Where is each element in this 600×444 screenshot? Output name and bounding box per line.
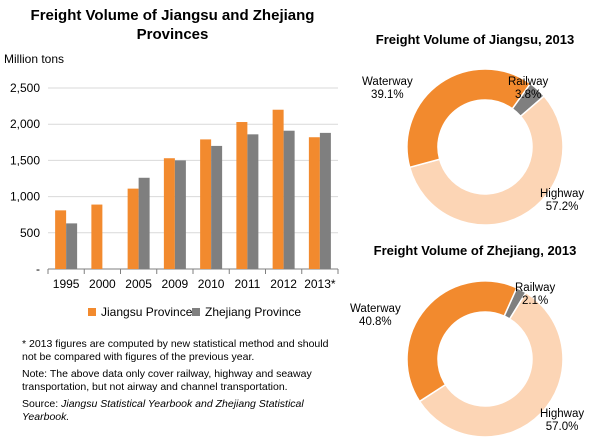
bar-zhejiang (247, 134, 259, 269)
bar-jiangsu (127, 188, 139, 269)
pie-jiangsu-highway-label: Highway 57.2% (540, 188, 584, 214)
y-tick-label: - (36, 262, 40, 276)
x-tick-label: 1995 (53, 277, 80, 291)
pie-jiangsu-waterway-pct: 39.1% (371, 89, 404, 101)
source-label: Source: (22, 398, 62, 410)
y-tick-label: 1,000 (10, 190, 40, 204)
y-tick-label: 1,500 (10, 153, 40, 167)
legend-swatch-jiangsu (88, 308, 96, 316)
pie-zhejiang-waterway-name: Waterway (350, 303, 401, 315)
bar-chart-title: Freight Volume of Jiangsu and Zhejiang P… (30, 7, 315, 43)
legend-item-zhejiang: Zhejiang Province (192, 305, 301, 319)
x-tick-label: 2000 (89, 277, 116, 291)
bar-jiangsu (236, 122, 248, 269)
bar-jiangsu (55, 210, 67, 269)
footnotes: * 2013 figures are computed by new stati… (22, 338, 342, 428)
bar-jiangsu (308, 137, 320, 269)
pie-zhejiang-highway-label: Highway 57.0% (540, 408, 584, 434)
y-axis-unit-label: Million tons (4, 52, 65, 66)
bar-jiangsu (272, 109, 284, 269)
pie-zhejiang-railway-label: Railway 2.1% (515, 282, 555, 308)
x-tick-label: 2010 (198, 277, 225, 291)
legend-label-jiangsu: Jiangsu Province (101, 305, 193, 319)
legend-item-jiangsu: Jiangsu Province (88, 305, 192, 319)
pie-jiangsu-highway-name: Highway (540, 188, 585, 200)
pie-jiangsu-waterway-name: Waterway (362, 76, 413, 88)
x-tick-label: 2009 (162, 277, 189, 291)
footnote-2013: * 2013 figures are computed by new stati… (22, 338, 329, 363)
pie-jiangsu-highway-pct: 57.2% (545, 201, 579, 213)
legend-swatch-zhejiang (192, 308, 200, 316)
y-tick-label: 2,000 (10, 117, 40, 131)
bar-zhejiang (174, 160, 186, 269)
pie-zhejiang (406, 280, 564, 438)
pie-jiangsu-slice-highway (408, 94, 564, 226)
bar-chart: - 500 1,000 1,500 2,000 2,500 1995 2000 2005 2009… (10, 81, 339, 291)
x-tick-label: 2012 (270, 277, 297, 291)
pie-jiangsu-railway-pct: 3.8% (515, 89, 542, 101)
source-text: Jiangsu Statistical Yearbook and Zhejian… (22, 398, 304, 423)
pie-jiangsu-railway-name: Railway (508, 76, 549, 88)
y-tick-label: 2,500 (10, 81, 40, 95)
pie-jiangsu-title: Freight Volume of Jiangsu, 2013 (375, 32, 575, 47)
pie-zhejiang-title: Freight Volume of Zhejiang, 2013 (373, 243, 577, 258)
bar-zhejiang (66, 223, 78, 269)
bar-jiangsu (163, 158, 175, 269)
legend-label-zhejiang: Zhejiang Province (205, 305, 302, 319)
bar-zhejiang (138, 177, 150, 269)
pie-zhejiang-highway-name: Highway (540, 408, 585, 420)
pie-zhejiang-highway-pct: 57.0% (545, 421, 579, 433)
pie-zhejiang-slice-waterway (406, 280, 518, 403)
footnote-coverage: Note: The above data only cover railway,… (22, 368, 312, 393)
bar-jiangsu (91, 204, 103, 269)
bar-zhejiang (211, 145, 223, 269)
x-tick-label: 2011 (234, 277, 260, 291)
pie-jiangsu-railway-label: Railway 3.8% (508, 76, 548, 102)
x-tick-label: 2013* (304, 277, 336, 291)
pie-jiangsu (406, 68, 564, 226)
pie-zhejiang-railway-pct: 2.1% (522, 295, 549, 307)
bar-zhejiang (283, 130, 295, 269)
pie-jiangsu-slice-waterway (406, 68, 532, 169)
pie-zhejiang-waterway-pct: 40.8% (359, 316, 392, 328)
x-tick-label: 2005 (125, 277, 152, 291)
pie-jiangsu-waterway-label: Waterway 39.1% (362, 76, 413, 102)
footnote-source: Source: Jiangsu Statistical Yearbook and… (22, 398, 342, 424)
y-tick-label: 500 (20, 226, 40, 240)
bar-jiangsu (200, 139, 212, 269)
pie-zhejiang-slice-highway (418, 291, 564, 438)
bar-zhejiang (319, 132, 331, 269)
pie-zhejiang-railway-name: Railway (515, 282, 556, 294)
pie-zhejiang-waterway-label: Waterway 40.8% (350, 303, 401, 329)
